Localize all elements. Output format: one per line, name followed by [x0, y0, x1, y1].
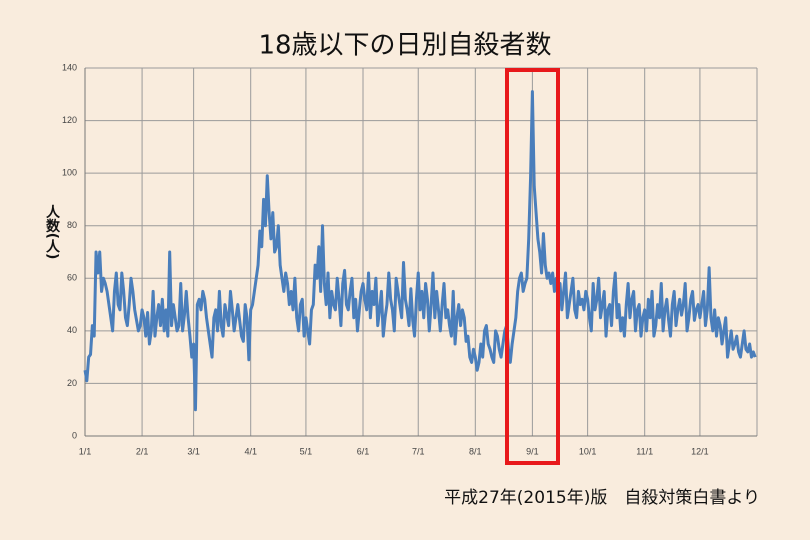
x-tick-label: 6/1 — [357, 446, 370, 456]
y-tick-label: 20 — [67, 378, 77, 388]
y-axis-label: 人数(人) — [44, 204, 60, 259]
y-tick-label: 120 — [62, 115, 77, 125]
x-tick-label: 7/1 — [412, 446, 425, 456]
y-tick-label: 0 — [72, 430, 77, 440]
chart-title: 18歳以下の日別自殺者数 — [258, 31, 551, 61]
plot-area: 0 20 40 60 80 100 120 140 1/1 2/1 3/1 4/1 5/1 6/1 7/1 8… — [62, 62, 758, 456]
data-line — [83, 90, 757, 412]
x-tick-label: 2/1 — [136, 446, 149, 456]
y-tick-label: 80 — [67, 220, 77, 230]
source-note: 平成27年(2015年)版 自殺対策白書より — [444, 488, 760, 508]
x-tick-label: 9/1 — [526, 446, 539, 456]
x-tick-label: 12/1 — [691, 446, 709, 456]
y-tick-label: 60 — [67, 273, 77, 283]
x-tick-label: 3/1 — [187, 446, 200, 456]
highlight-box — [505, 68, 560, 465]
x-tick-label: 10/1 — [579, 446, 597, 456]
x-tick-label: 4/1 — [244, 446, 257, 456]
x-tick-label: 1/1 — [79, 446, 92, 456]
y-tick-label: 100 — [62, 168, 77, 178]
x-tick-label: 8/1 — [469, 446, 482, 456]
x-tick-label: 5/1 — [300, 446, 313, 456]
y-tick-label: 140 — [62, 62, 77, 72]
y-tick-label: 40 — [67, 325, 77, 335]
x-tick-label: 11/1 — [636, 446, 653, 456]
